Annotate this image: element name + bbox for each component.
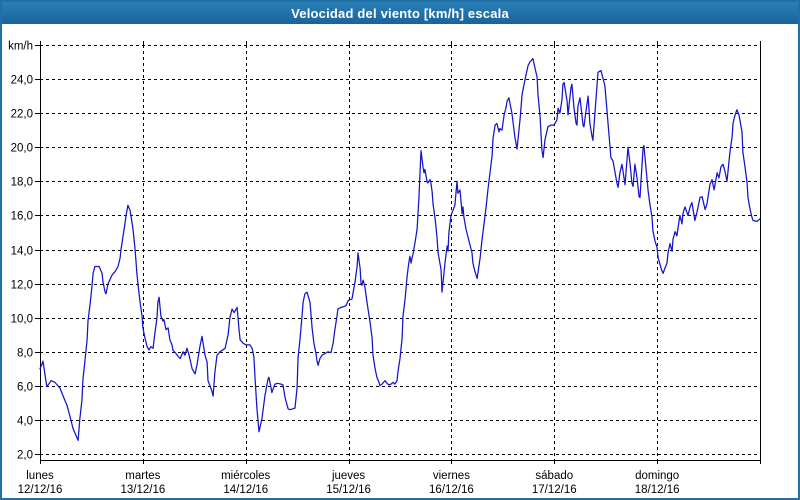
day-date-label: 12/12/16 [18, 484, 63, 496]
day-date-label: 13/12/16 [120, 484, 165, 496]
day-label: martes [125, 470, 160, 482]
day-label: sábado [535, 470, 573, 482]
day-date-label: 14/12/16 [223, 484, 268, 496]
y-axis-label: 18,0 [11, 177, 33, 189]
y-axis-label: 14,0 [11, 246, 33, 258]
y-axis-label: 10,0 [11, 314, 33, 326]
chart-title-bar: Velocidad del viento [km/h] escala [2, 2, 798, 24]
y-axis-label: 16,0 [11, 211, 33, 223]
y-axis-label: 8,0 [17, 348, 33, 360]
day-date-label: 17/12/16 [532, 484, 577, 496]
y-axis-label: 12,0 [11, 280, 33, 292]
day-label: viernes [433, 470, 470, 482]
day-label: miércoles [221, 470, 270, 482]
y-axis-label: 6,0 [17, 382, 33, 394]
y-axis-label: 20,0 [11, 143, 33, 155]
y-axis-label: 4,0 [17, 416, 33, 428]
axis-frame [40, 45, 761, 461]
day-label: domingo [635, 470, 679, 482]
wind-series-line [39, 57, 761, 442]
y-axis-label: 24,0 [11, 75, 33, 87]
wind-speed-chart: km/h 24,0 22,0 20,0 18,0 16,0 14,0 12,0 10,0 8,0 6… [8, 41, 761, 496]
day-label: lunes [26, 470, 54, 482]
day-label: jueves [331, 470, 365, 482]
y-axis-label: 2,0 [17, 450, 33, 462]
day-date-label: 15/12/16 [326, 484, 371, 496]
day-date-label: 16/12/16 [429, 484, 474, 496]
day-date-label: 18/12/16 [635, 484, 680, 496]
y-axis-unit-label: km/h [8, 41, 33, 53]
y-axis-label: 22,0 [11, 109, 33, 121]
chart-title: Velocidad del viento [km/h] escala [291, 5, 509, 21]
